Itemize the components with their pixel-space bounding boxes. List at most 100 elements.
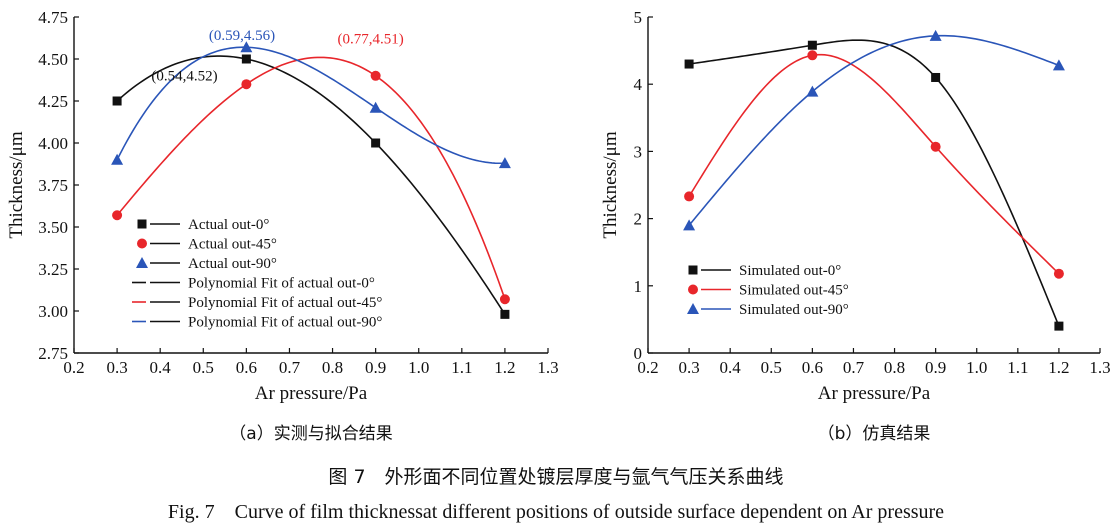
y-tick-label: 3.25	[38, 260, 68, 279]
y-tick-label: 3.50	[38, 218, 68, 237]
data-point-simulated-out-0	[807, 40, 817, 50]
x-tick-label: 1.0	[966, 358, 987, 377]
legend-label: Simulated out-45°	[739, 283, 849, 299]
peak-annotation: (0.54,4.52)	[151, 69, 217, 85]
data-point-simulated-out-90	[683, 219, 696, 231]
y-tick-label: 3	[634, 142, 643, 161]
data-point-simulated-out-90	[1052, 59, 1065, 71]
legend-label: Actual out-0°	[188, 217, 269, 233]
x-tick-label: 0.9	[365, 358, 386, 377]
x-tick-label: 0.4	[150, 358, 172, 377]
series-line-simulated-out-0	[688, 39, 1060, 327]
y-tick-label: 0	[634, 344, 643, 363]
data-point-actual-out-90	[111, 153, 124, 165]
legend-label: Actual out-90°	[188, 256, 277, 272]
data-point-simulated-out-45	[684, 191, 695, 202]
x-tick-label: 1.1	[1007, 358, 1028, 377]
data-point-actual-out-45	[241, 79, 252, 90]
data-point-simulated-out-0	[931, 72, 941, 82]
figure-caption-en: Fig. 7 Curve of film thicknessat differe…	[168, 501, 944, 523]
y-tick-label: 3.00	[38, 302, 68, 321]
x-axis-label: Ar pressure/Pa	[255, 383, 368, 404]
data-point-actual-out-90	[240, 41, 253, 53]
legend-marker	[688, 265, 698, 275]
y-axis-label: Thickness/μm	[600, 131, 621, 239]
y-tick-label: 4	[634, 75, 643, 94]
legend: Actual out-0° Actual out-45° Actual out-90…	[132, 217, 382, 331]
y-tick-label: 4.00	[38, 134, 68, 153]
y-tick-label: 2	[634, 210, 643, 229]
x-tick-label: 1.2	[1048, 358, 1069, 377]
x-tick-label: 0.6	[802, 358, 823, 377]
x-tick-label: 1.1	[451, 358, 472, 377]
legend-marker	[136, 257, 148, 268]
legend-label: Simulated out-0°	[739, 263, 841, 279]
x-tick-label: 0.7	[843, 358, 865, 377]
data-point-actual-out-45	[499, 294, 510, 305]
data-point-actual-out-0	[112, 96, 122, 106]
fit-curve-polynomial-fit-of-actual-out-45	[116, 56, 506, 300]
x-tick-label: 0.8	[322, 358, 343, 377]
legend-label: Polynomial Fit of actual out-45°	[188, 295, 382, 311]
legend-label: Polynomial Fit of actual out-90°	[188, 315, 382, 331]
data-point-simulated-out-0	[1054, 321, 1064, 331]
y-tick-label: 4.50	[38, 50, 68, 69]
x-tick-label: 0.2	[637, 358, 658, 377]
panel-subtitle: （b）仿真结果	[818, 424, 931, 444]
x-tick-label: 1.2	[494, 358, 515, 377]
data-point-actual-out-0	[371, 138, 381, 148]
data-point-simulated-out-45	[1053, 268, 1064, 279]
fit-curve-polynomial-fit-of-actual-out-0	[116, 55, 506, 315]
peak-annotation: (0.59,4.56)	[209, 28, 275, 44]
series-line-simulated-out-90	[688, 34, 1060, 226]
y-tick-label: 5	[634, 8, 643, 27]
legend-label: Polynomial Fit of actual out-0°	[188, 276, 375, 292]
x-tick-label: 0.3	[106, 358, 127, 377]
x-tick-label: 0.3	[678, 358, 699, 377]
x-tick-label: 0.2	[63, 358, 84, 377]
y-tick-label: 3.75	[38, 176, 68, 195]
legend-label: Simulated out-90°	[739, 302, 849, 318]
x-tick-label: 0.5	[193, 358, 214, 377]
x-tick-label: 1.3	[537, 358, 558, 377]
data-point-actual-out-90	[498, 157, 511, 169]
legend-marker	[137, 238, 147, 249]
x-axis-label: Ar pressure/Pa	[818, 383, 931, 404]
y-tick-label: 2.75	[38, 344, 68, 363]
y-tick-label: 4.25	[38, 92, 68, 111]
y-axis-label: Thickness/μm	[6, 131, 27, 239]
legend-marker	[688, 284, 698, 295]
data-point-simulated-out-90	[929, 29, 942, 41]
data-point-actual-out-45	[112, 210, 123, 221]
data-point-actual-out-45	[370, 70, 381, 81]
y-tick-label: 4.75	[38, 8, 68, 27]
x-tick-label: 0.5	[761, 358, 782, 377]
series-line-simulated-out-45	[688, 53, 1060, 275]
x-tick-label: 0.4	[720, 358, 742, 377]
data-point-actual-out-90	[369, 101, 382, 113]
data-point-actual-out-0	[241, 54, 251, 64]
panel-b-chart: 0.2 0.3 0.4 0.5 0.6 0.7 0.8 0.9 1.0 1.1 1.2 1.3 0 1 2 3…	[600, 8, 1111, 444]
legend-label: Actual out-45°	[188, 237, 277, 253]
legend-marker	[687, 303, 699, 314]
panel-a-chart: 0.2 0.3 0.4 0.5 0.6 0.7 0.8 0.9 1.0 1.1 1.2 1.3 2.75…	[6, 8, 559, 444]
data-point-simulated-out-0	[684, 59, 694, 69]
x-tick-label: 0.7	[279, 358, 301, 377]
data-point-actual-out-0	[500, 309, 510, 319]
data-point-simulated-out-90	[806, 85, 819, 97]
legend: Simulated out-0° Simulated out-45° Simulat…	[687, 263, 849, 318]
panel-subtitle: （a）实测与拟合结果	[229, 424, 392, 444]
figure-caption-cn: 图 7 外形面不同位置处镀层厚度与氩气气压关系曲线	[328, 466, 783, 488]
x-tick-label: 0.8	[884, 358, 905, 377]
peak-annotation: (0.77,4.51)	[337, 31, 403, 47]
y-tick-label: 1	[634, 277, 643, 296]
data-point-simulated-out-45	[930, 141, 941, 152]
fit-curve-polynomial-fit-of-actual-out-90	[116, 46, 505, 165]
data-point-simulated-out-45	[807, 50, 818, 61]
x-tick-label: 0.6	[236, 358, 257, 377]
x-tick-label: 0.9	[925, 358, 946, 377]
x-tick-label: 1.3	[1089, 358, 1110, 377]
legend-marker	[137, 219, 147, 229]
x-tick-label: 1.0	[408, 358, 429, 377]
